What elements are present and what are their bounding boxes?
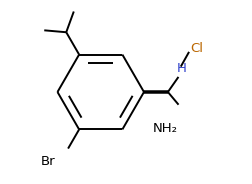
Text: H: H: [176, 63, 186, 75]
Text: Cl: Cl: [189, 42, 202, 55]
Text: NH₂: NH₂: [152, 122, 177, 135]
Text: Br: Br: [41, 155, 55, 168]
